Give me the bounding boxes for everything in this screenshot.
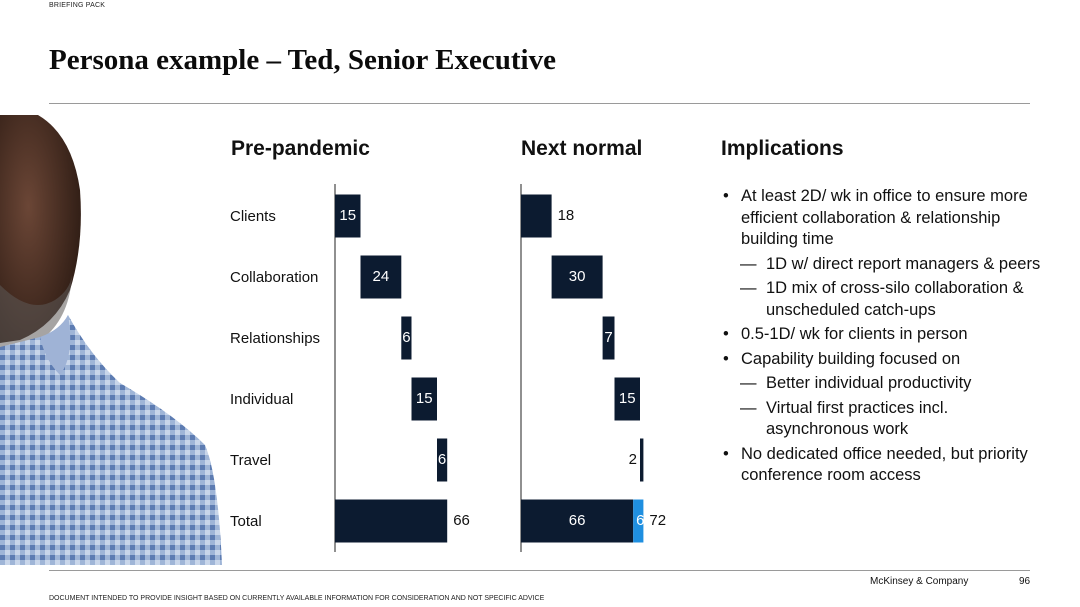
implications-list: At least 2D/ wk in office to ensure more… bbox=[721, 186, 1051, 490]
row-label-relationships: Relationships bbox=[230, 330, 321, 347]
data-label-pre-individual: 15 bbox=[416, 390, 433, 407]
row-label-clients: Clients bbox=[230, 208, 276, 225]
panel-title-next-normal: Next normal bbox=[521, 137, 643, 160]
bar-pre-total bbox=[335, 499, 448, 543]
implication-bullet: No dedicated office needed, but priority… bbox=[721, 444, 1051, 487]
bar-pre-travel bbox=[437, 438, 448, 482]
row-label-individual: Individual bbox=[230, 391, 294, 408]
bar-next-total-segment bbox=[521, 499, 634, 543]
bar-pre-collaboration bbox=[360, 255, 402, 299]
bar-pre-individual bbox=[411, 377, 437, 421]
page-title: Persona example – Ted, Senior Executive bbox=[49, 44, 556, 76]
data-label-next-individual: 15 bbox=[619, 390, 636, 407]
data-label-next-total-segment: 6 bbox=[636, 512, 644, 529]
implication-bullet: At least 2D/ wk in office to ensure more… bbox=[721, 186, 1051, 251]
data-label-next-clients: 18 bbox=[558, 207, 575, 224]
footer-brand: McKinsey & Company bbox=[870, 576, 969, 587]
implication-bullet: Capability building focused on bbox=[721, 349, 1051, 371]
panel-title-implications: Implications bbox=[721, 137, 844, 160]
header-label: BRIEFING PACK bbox=[49, 2, 106, 9]
panel-title-pre-pandemic: Pre-pandemic bbox=[231, 137, 370, 160]
bar-next-collaboration bbox=[551, 255, 603, 299]
row-label-collaboration: Collaboration bbox=[230, 269, 319, 286]
data-label-next-total-segment: 66 bbox=[569, 512, 586, 529]
data-label-next-travel: 2 bbox=[629, 451, 637, 468]
bar-next-travel bbox=[640, 438, 644, 482]
footer-disclaimer: DOCUMENT INTENDED TO PROVIDE INSIGHT BAS… bbox=[49, 595, 545, 602]
data-label-pre-relationships: 6 bbox=[402, 329, 410, 346]
footer-divider bbox=[49, 570, 1030, 571]
data-label-pre-clients: 15 bbox=[339, 207, 356, 224]
bar-next-relationships bbox=[602, 316, 615, 360]
data-label-pre-total: 66 bbox=[453, 512, 470, 529]
implication-sub-bullet: 1D w/ direct report managers & peers bbox=[721, 254, 1051, 276]
title-divider bbox=[49, 103, 1030, 104]
data-label-next-relationships: 7 bbox=[604, 329, 612, 346]
bar-next-individual bbox=[614, 377, 640, 421]
implication-sub-bullet: Virtual first practices incl. asynchrono… bbox=[721, 398, 1051, 441]
persona-photo bbox=[0, 115, 222, 565]
row-label-travel: Travel bbox=[230, 452, 272, 469]
bar-next-total-segment bbox=[633, 499, 644, 543]
data-label-pre-collaboration: 24 bbox=[373, 268, 390, 285]
row-label-total: Total bbox=[230, 513, 262, 530]
data-label-next-collaboration: 30 bbox=[569, 268, 586, 285]
bar-next-clients bbox=[521, 194, 552, 238]
implication-sub-bullet: Better individual productivity bbox=[721, 373, 1051, 395]
implication-bullet: 0.5-1D/ wk for clients in person bbox=[721, 324, 1051, 346]
data-label-pre-travel: 6 bbox=[438, 451, 446, 468]
page-number: 96 bbox=[1019, 576, 1031, 587]
data-label-next-total: 72 bbox=[649, 512, 666, 529]
bar-pre-clients bbox=[335, 194, 361, 238]
implication-sub-bullet: 1D mix of cross-silo collaboration & uns… bbox=[721, 278, 1051, 321]
bar-pre-relationships bbox=[401, 316, 412, 360]
